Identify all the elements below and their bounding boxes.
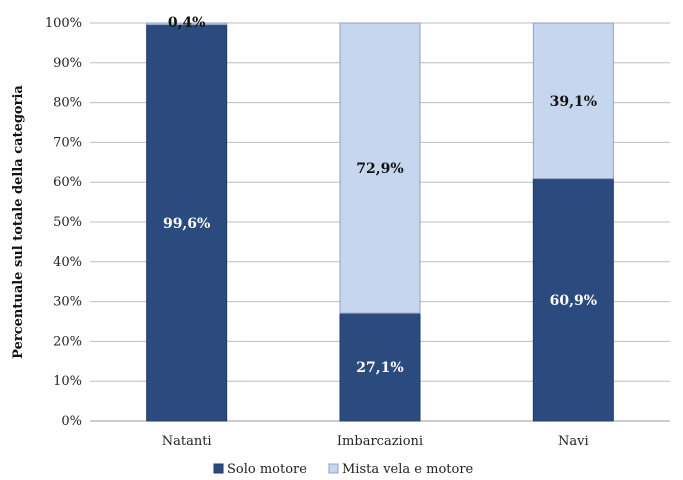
data-label: 39,1% xyxy=(550,94,597,110)
bar-segment xyxy=(146,24,228,422)
y-tick-label: 80% xyxy=(53,96,82,111)
y-axis-ticks: 0% 10% 20% 30% 40% 50% 60% 70% 80% 90% 100% xyxy=(45,16,82,429)
y-tick-label: 0% xyxy=(61,414,82,429)
data-labels: 99,6% 0,4% 27,1% 72,9% 60,9% 39,1% xyxy=(163,15,597,376)
y-axis-label: Percentuale sul totale della categoria xyxy=(11,85,26,359)
y-tick-label: 90% xyxy=(53,56,82,71)
legend-swatch xyxy=(213,463,224,474)
legend-label: Mista vela e motore xyxy=(342,462,474,477)
legend-swatch xyxy=(328,463,339,474)
x-category-label: Imbarcazioni xyxy=(337,434,423,449)
y-tick-label: 20% xyxy=(53,334,82,349)
y-tick-label: 70% xyxy=(53,135,82,150)
y-tick-label: 50% xyxy=(53,215,82,230)
x-axis-categories: Natanti Imbarcazioni Navi xyxy=(162,434,589,449)
bar-segment xyxy=(532,22,614,180)
data-label: 27,1% xyxy=(356,360,403,376)
y-tick-label: 60% xyxy=(53,175,82,190)
y-tick-label: 30% xyxy=(53,295,82,310)
bar-segment xyxy=(146,22,228,26)
legend-label: Solo motore xyxy=(227,462,307,477)
x-category-label: Natanti xyxy=(162,434,212,449)
y-tick-label: 40% xyxy=(53,255,82,270)
bar-segment xyxy=(339,22,421,314)
data-label: 0,4% xyxy=(168,15,206,31)
data-label: 99,6% xyxy=(163,216,210,232)
legend: Solo motore Mista vela e motore xyxy=(213,462,474,477)
bars xyxy=(146,22,614,422)
data-label: 60,9% xyxy=(550,293,597,309)
y-tick-label: 100% xyxy=(45,16,82,31)
data-label: 72,9% xyxy=(356,161,403,177)
x-category-label: Navi xyxy=(558,434,589,449)
y-tick-label: 10% xyxy=(53,374,82,389)
